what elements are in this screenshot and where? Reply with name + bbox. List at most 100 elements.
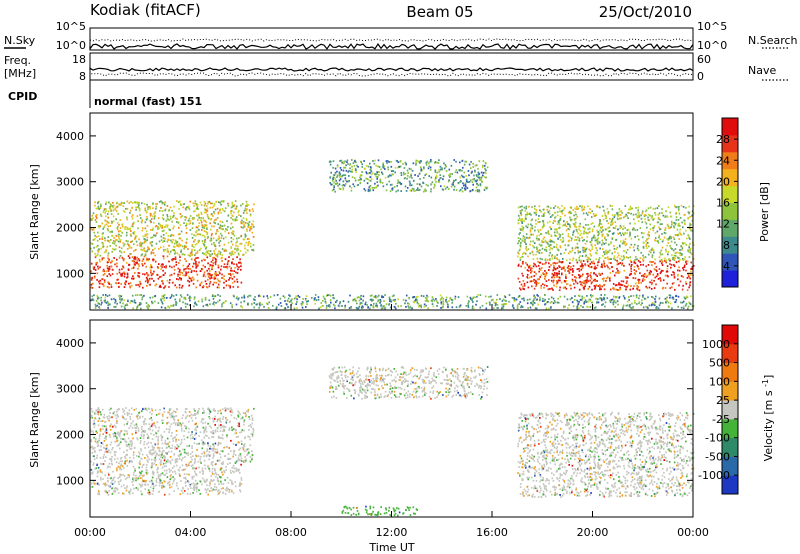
echo-point: [387, 168, 389, 171]
echo-point: [517, 219, 520, 222]
echo-point: [116, 262, 118, 265]
echo-point: [475, 164, 478, 167]
echo-point: [97, 254, 99, 256]
echo-point: [148, 206, 150, 208]
echo-point: [174, 472, 177, 475]
echo-point: [496, 304, 499, 306]
echo-point: [443, 162, 445, 165]
echo-point: [462, 182, 464, 185]
echo-point: [655, 307, 658, 310]
echo-point: [535, 237, 538, 240]
echo-point: [249, 214, 252, 217]
echo-point: [249, 229, 251, 232]
echo-point: [251, 231, 254, 234]
echo-point: [612, 257, 615, 260]
echo-point: [130, 488, 132, 491]
echo-point: [532, 258, 535, 260]
echo-point: [680, 234, 683, 236]
echo-point: [106, 285, 109, 288]
echo-point: [202, 305, 205, 308]
echo-point: [148, 278, 151, 281]
echo-point: [613, 247, 616, 250]
echo-point: [93, 275, 96, 278]
echo-point: [636, 303, 638, 305]
echo-point: [121, 298, 123, 301]
echo-point: [536, 298, 538, 301]
echo-point: [161, 241, 164, 243]
echo-point: [610, 242, 612, 245]
echo-point: [189, 229, 192, 231]
echo-point: [199, 201, 202, 204]
echo-point: [169, 274, 171, 277]
echo-point: [679, 280, 682, 283]
echo-point: [575, 258, 578, 261]
echo-point: [402, 171, 405, 174]
echo-point: [331, 179, 334, 182]
echo-point: [521, 222, 523, 224]
echo-point: [465, 185, 467, 188]
echo-point: [607, 234, 610, 237]
echo-point: [587, 228, 590, 231]
echo-point: [459, 176, 461, 179]
echo-point: [677, 269, 679, 272]
echo-point: [545, 273, 547, 276]
echo-point: [210, 218, 213, 220]
echo-point: [465, 175, 467, 177]
echo-point: [370, 178, 373, 180]
echo-point: [530, 213, 532, 216]
echo-point: [208, 272, 211, 275]
echo-point: [635, 294, 638, 297]
echo-point: [196, 273, 199, 276]
echo-point: [595, 297, 597, 300]
echo-point: [648, 219, 651, 222]
echo-point: [688, 256, 691, 258]
echo-point: [97, 302, 99, 304]
echo-point: [236, 265, 238, 268]
noise-tick-left-high: 10^5: [56, 20, 86, 33]
echo-point: [224, 207, 227, 209]
echo-point: [200, 268, 203, 270]
echo-point: [187, 279, 189, 282]
echo-point: [474, 169, 476, 172]
echo-point: [247, 303, 249, 306]
echo-point: [155, 207, 157, 210]
echo-point: [173, 478, 176, 480]
echo-point: [588, 285, 591, 288]
echo-point: [327, 305, 330, 307]
echo-point: [413, 190, 415, 192]
echo-point: [179, 259, 181, 262]
echo-point: [547, 230, 550, 232]
echo-point: [523, 288, 525, 291]
echo-point: [638, 280, 640, 283]
echo-point: [201, 467, 204, 470]
echo-point: [190, 258, 193, 261]
echo-point: [430, 159, 432, 161]
echo-point: [378, 171, 380, 173]
echo-point: [209, 270, 211, 272]
echo-point: [170, 239, 172, 242]
echo-point: [630, 237, 633, 240]
echo-point: [184, 305, 187, 308]
echo-point: [603, 277, 605, 280]
noise-traces: [89, 38, 694, 51]
echo-point: [523, 282, 526, 285]
echo-point: [188, 217, 191, 220]
echo-point: [430, 183, 433, 185]
echo-point: [172, 259, 174, 262]
echo-point: [591, 230, 594, 233]
echo-point: [454, 171, 457, 174]
echo-point: [534, 229, 536, 232]
echo-point: [548, 269, 550, 271]
echo-point: [185, 224, 187, 227]
colorbar-tick-label: 16: [716, 197, 730, 210]
echo-point: [573, 282, 575, 285]
echo-point: [173, 205, 175, 208]
echo-point: [93, 266, 96, 269]
echo-point: [249, 226, 252, 228]
echo-point: [485, 302, 488, 305]
echo-point: [192, 217, 194, 219]
echo-point: [209, 254, 212, 257]
echo-point: [680, 204, 683, 207]
echo-point: [619, 227, 621, 230]
echo-point: [117, 212, 119, 215]
